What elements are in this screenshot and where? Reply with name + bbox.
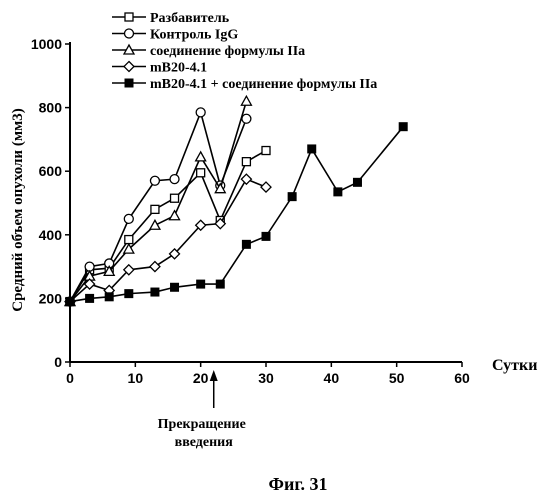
legend-label: mB20-4.1 bbox=[150, 61, 207, 76]
data-point bbox=[242, 240, 250, 248]
legend-entry: соединение формулы IIa bbox=[112, 44, 305, 59]
legend-label: соединение формулы IIa bbox=[150, 44, 305, 59]
data-point bbox=[241, 174, 251, 184]
data-point bbox=[125, 236, 133, 244]
data-point bbox=[196, 108, 205, 117]
legend-entry: mB20-4.1 + соединение формулы IIa bbox=[112, 77, 377, 92]
data-point bbox=[241, 96, 251, 105]
data-point bbox=[151, 288, 159, 296]
data-point bbox=[242, 114, 251, 123]
y-tick-label: 800 bbox=[39, 100, 63, 116]
legend-label: mB20-4.1 + соединение формулы IIa bbox=[150, 77, 377, 92]
y-tick-label: 0 bbox=[54, 354, 62, 370]
series-layer bbox=[65, 96, 407, 306]
data-point bbox=[150, 220, 160, 229]
series-5 bbox=[66, 123, 407, 306]
x-axis-label: Сутки bbox=[492, 357, 537, 374]
series-line bbox=[70, 101, 246, 301]
legend-label: Контроль IgG bbox=[150, 28, 238, 43]
x-tick-label: 60 bbox=[454, 370, 470, 386]
x-tick-label: 10 bbox=[128, 370, 144, 386]
legend-entry: Контроль IgG bbox=[112, 28, 238, 43]
legend-marker bbox=[124, 62, 134, 72]
x-tick-label: 40 bbox=[324, 370, 340, 386]
series-4 bbox=[65, 174, 271, 306]
legend: Разбавитель Контроль IgGсоединение формул… bbox=[112, 11, 377, 92]
annotation-arrow-head bbox=[210, 370, 218, 381]
series-1 bbox=[66, 147, 270, 306]
y-tick-label: 600 bbox=[39, 163, 63, 179]
legend-marker bbox=[125, 29, 134, 38]
data-point bbox=[353, 178, 361, 186]
data-point bbox=[171, 283, 179, 291]
annotation-line-1: Прекращение bbox=[158, 417, 246, 432]
y-tick-label: 400 bbox=[39, 227, 63, 243]
data-point bbox=[171, 194, 179, 202]
data-point bbox=[197, 280, 205, 288]
data-point bbox=[150, 262, 160, 272]
data-point bbox=[85, 262, 94, 271]
data-point bbox=[86, 294, 94, 302]
x-tick-label: 30 bbox=[258, 370, 274, 386]
data-point bbox=[66, 298, 74, 306]
legend-label: Разбавитель bbox=[150, 11, 230, 26]
y-tick-label: 200 bbox=[39, 290, 63, 306]
y-axis-label: Средний объем опухоли (мм3) bbox=[10, 108, 26, 312]
figure-caption: Фиг. 31 bbox=[269, 474, 328, 494]
data-point bbox=[262, 232, 270, 240]
data-point bbox=[308, 145, 316, 153]
data-point bbox=[262, 147, 270, 155]
legend-entry: mB20-4.1 bbox=[112, 61, 207, 76]
data-point bbox=[150, 176, 159, 185]
data-point bbox=[216, 280, 224, 288]
data-point bbox=[125, 290, 133, 298]
x-tick-label: 0 bbox=[66, 370, 74, 386]
annotation-line-2: введения bbox=[175, 435, 234, 450]
data-point bbox=[170, 175, 179, 184]
series-line bbox=[70, 151, 266, 302]
legend-marker bbox=[125, 13, 133, 21]
data-point bbox=[124, 214, 133, 223]
data-point bbox=[105, 293, 113, 301]
data-point bbox=[197, 169, 205, 177]
data-point bbox=[196, 152, 206, 161]
series-line bbox=[70, 127, 403, 302]
legend-marker bbox=[125, 79, 133, 87]
data-point bbox=[170, 211, 180, 220]
data-point bbox=[242, 158, 250, 166]
legend-entry: Разбавитель bbox=[112, 11, 230, 26]
data-point bbox=[261, 182, 271, 192]
x-tick-label: 50 bbox=[389, 370, 405, 386]
x-tick-label: 20 bbox=[193, 370, 209, 386]
y-tick-label: 1000 bbox=[31, 36, 62, 52]
data-point bbox=[151, 205, 159, 213]
data-point bbox=[288, 193, 296, 201]
data-point bbox=[334, 188, 342, 196]
data-point bbox=[399, 123, 407, 131]
series-line bbox=[70, 179, 266, 301]
